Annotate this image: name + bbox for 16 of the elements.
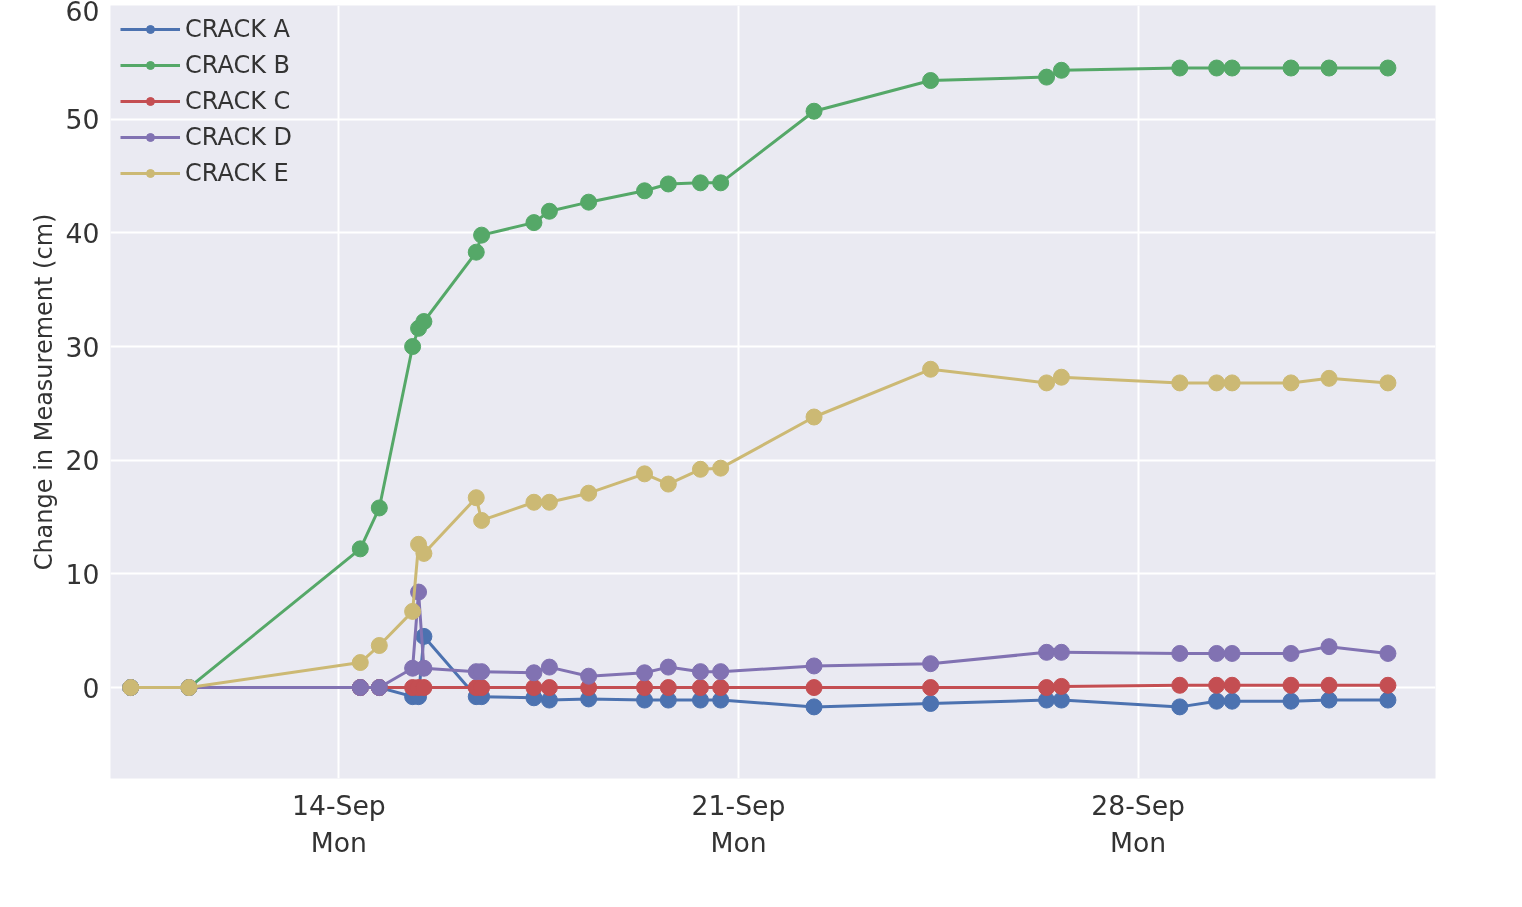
y-tick-label: 30 <box>65 331 100 363</box>
legend-label: CRACK A <box>185 15 290 43</box>
y-axis-title: Change in Measurement (cm) <box>29 213 58 571</box>
y-tick-label: 40 <box>65 217 100 249</box>
legend-label: CRACK D <box>185 123 293 151</box>
x-tick-label: 21-Sep Mon <box>691 789 786 858</box>
y-tick-label: 10 <box>65 558 100 590</box>
y-tick-label: 50 <box>65 104 100 136</box>
legend-label: CRACK C <box>185 87 291 115</box>
y-tick-label: 20 <box>65 445 100 477</box>
y-tick-label: 0 <box>82 672 100 704</box>
x-tick-label: 14-Sep Mon <box>291 789 386 858</box>
legend-label: CRACK E <box>185 159 289 187</box>
legend-label: CRACK B <box>185 51 291 79</box>
x-tick-label: 28-Sep Mon <box>1091 789 1186 858</box>
y-tick-label: 60 <box>65 0 100 27</box>
